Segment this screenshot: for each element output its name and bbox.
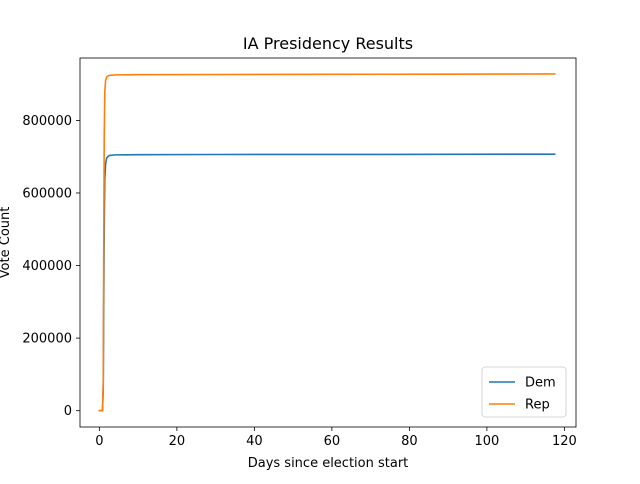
x-tick-label: 40: [246, 434, 263, 449]
x-tick-label: 80: [401, 434, 418, 449]
y-tick-label: 200000: [22, 332, 72, 347]
series-line-rep: [98, 73, 556, 412]
legend-label-dem: Dem: [525, 376, 556, 391]
legend-box: [481, 366, 567, 418]
legend-label-rep: Rep: [525, 398, 550, 413]
y-tick-label: 400000: [22, 259, 72, 274]
y-tick-label: 0: [64, 404, 72, 419]
x-axis-label: Days since election start: [248, 456, 409, 471]
x-tick-label: 60: [324, 434, 341, 449]
chart-title: IA Presidency Results: [243, 34, 413, 53]
y-tick-label: 600000: [22, 186, 72, 201]
y-tick-label: 800000: [22, 114, 72, 129]
x-tick-label: 0: [95, 434, 103, 449]
x-tick-label: 100: [474, 434, 499, 449]
x-tick-label: 120: [552, 434, 577, 449]
y-axis-label: Vote Count: [0, 207, 13, 279]
plot-area-frame: [79, 57, 577, 428]
x-tick-label: 20: [169, 434, 186, 449]
legend: Dem Rep: [481, 366, 567, 418]
